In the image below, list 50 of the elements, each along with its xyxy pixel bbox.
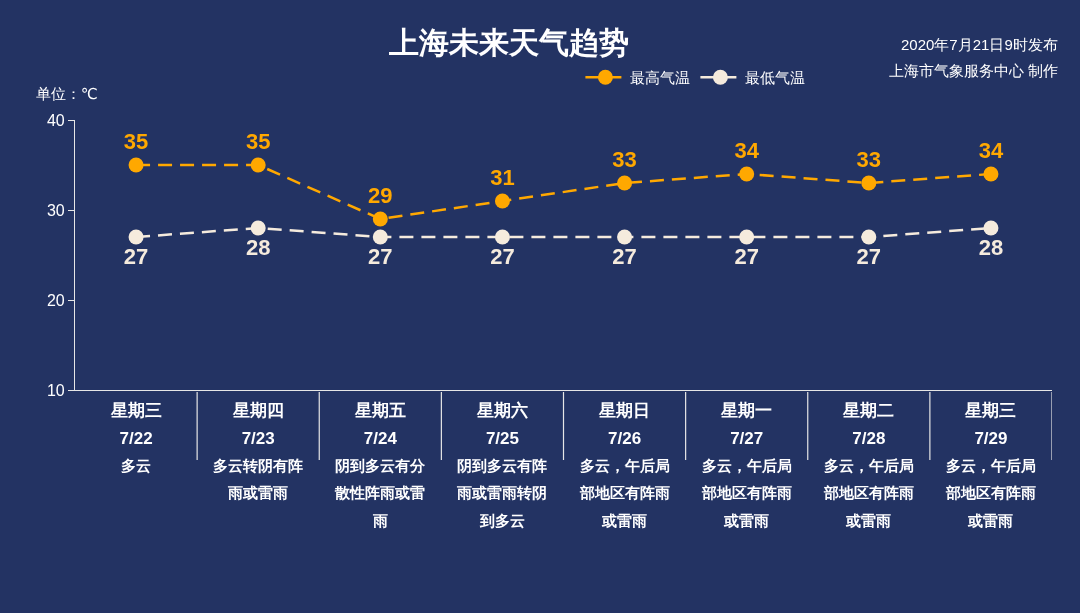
x-tick-label: 星期三 7/22 多云	[109, 401, 162, 474]
point	[739, 229, 755, 245]
text: 2020年7月21日9时发布	[901, 36, 1058, 53]
x-tick-label: 星期二 7/28 多云，午后局部地区有阵雨或雷雨	[822, 401, 914, 529]
data-label: 29	[368, 183, 393, 209]
x-tick-label: 星期五 7/24 阴到多云有分散性阵雨或雷雨	[334, 401, 427, 529]
y-tick-label: 40	[46, 111, 65, 129]
y-tick-label: 20	[46, 291, 65, 309]
legend-label: 最高气温	[630, 69, 691, 87]
y-axis-title: 单位：℃	[36, 85, 98, 102]
point	[128, 229, 144, 245]
point	[494, 193, 510, 209]
point	[983, 220, 999, 236]
data-label: 34	[978, 138, 1004, 164]
point	[128, 157, 144, 173]
point	[983, 166, 999, 182]
data-label: 27	[856, 243, 882, 269]
x-tick-label: 星期六 7/25 阴到多云有阵雨或雷雨转阴到多云	[456, 401, 548, 529]
chart-title: 上海未来天气趋势	[388, 25, 629, 59]
point	[250, 157, 266, 173]
x-tick-label: 星期日 7/26 多云，午后局部地区有阵雨或雷雨	[578, 401, 670, 529]
data-label: 35	[245, 129, 271, 155]
data-label: 27	[734, 243, 759, 269]
data-label: 27	[368, 243, 393, 269]
data-label: 28	[245, 234, 271, 260]
data-label: 33	[856, 147, 882, 173]
data-label: 27	[123, 243, 149, 269]
point	[372, 229, 388, 245]
point	[617, 175, 633, 191]
data-label: 35	[123, 129, 149, 155]
point	[250, 220, 266, 236]
data-label: 27	[612, 243, 637, 269]
point	[372, 211, 388, 227]
data-label: 27	[490, 243, 515, 269]
y-tick-label: 10	[46, 381, 65, 399]
point	[861, 175, 877, 191]
x-tick-label: 星期三 7/29 多云，午后局部地区有阵雨或雷雨	[944, 401, 1036, 529]
x-tick-label: 星期一 7/27 多云，午后局部地区有阵雨或雷雨	[700, 401, 792, 529]
data-label: 33	[612, 147, 637, 173]
y-tick-label: 30	[46, 201, 65, 219]
data-label: 34	[734, 138, 760, 164]
point	[617, 229, 633, 245]
point	[861, 229, 877, 245]
x-tick-label: 星期四 7/23 多云转阴有阵雨或雷雨	[213, 401, 304, 502]
point	[739, 166, 755, 182]
data-label: 28	[978, 234, 1004, 260]
data-label: 31	[490, 165, 515, 191]
point	[494, 229, 510, 245]
legend-label: 最低气温	[745, 69, 806, 87]
text: 上海市气象服务中心 制作	[889, 62, 1059, 79]
